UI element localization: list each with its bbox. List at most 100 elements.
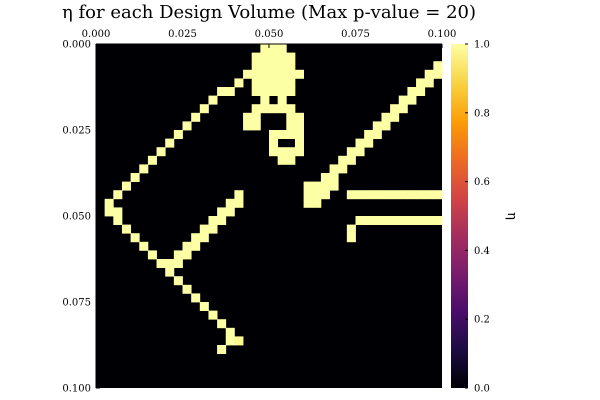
colorbar-label: η xyxy=(504,212,519,220)
heatmap-cell xyxy=(260,44,270,53)
heatmap-cell xyxy=(260,69,270,79)
colorbar-tick-label: 1.0 xyxy=(474,40,490,51)
heatmap-cell xyxy=(217,319,227,329)
heatmap-cell xyxy=(364,138,374,148)
heatmap-cell xyxy=(217,207,227,217)
heatmap-cell xyxy=(217,216,227,225)
heatmap-cell xyxy=(156,259,166,268)
heatmap-cell xyxy=(251,104,261,114)
heatmap-cell xyxy=(338,155,348,165)
heatmap-cell xyxy=(147,155,157,165)
heatmap-cell xyxy=(433,61,443,71)
heatmap-cell xyxy=(165,267,175,277)
x-tick-label: 0.050 xyxy=(255,29,284,40)
heatmap-cell xyxy=(139,164,149,174)
heatmap-cell xyxy=(277,52,287,62)
heatmap-cell xyxy=(398,104,408,114)
heatmap-cell xyxy=(390,104,400,114)
heatmap-cell xyxy=(269,61,279,71)
heatmap-cell xyxy=(433,216,443,225)
heatmap-cell xyxy=(199,104,209,114)
heatmap-cell xyxy=(269,130,279,139)
heatmap-cell xyxy=(182,241,192,251)
colorbar-tick-label: 0.0 xyxy=(474,384,490,395)
heatmap-cell xyxy=(104,198,114,208)
heatmap-cell xyxy=(251,69,261,79)
heatmap-cell xyxy=(260,52,270,62)
heatmap-cell xyxy=(390,216,400,225)
heatmap-cell xyxy=(286,78,296,88)
y-tick-label: 0.075 xyxy=(62,298,91,309)
heatmap-cell xyxy=(364,190,374,200)
heatmap-cell xyxy=(416,78,426,88)
heatmap-cell xyxy=(364,216,374,225)
heatmap-cell xyxy=(286,121,296,131)
heatmap-cell xyxy=(225,327,235,337)
heatmap-cell xyxy=(433,69,443,79)
colorbar xyxy=(451,44,468,388)
heatmap-cell xyxy=(269,44,279,53)
heatmap-cell xyxy=(303,190,313,200)
heatmap-cell xyxy=(286,104,296,114)
heatmap-cell xyxy=(294,130,304,139)
heatmap-cells xyxy=(104,44,443,354)
heatmap-cell xyxy=(424,216,434,225)
heatmap-cell xyxy=(416,87,426,96)
heatmap-cell xyxy=(320,181,330,191)
heatmap-cell xyxy=(225,198,235,208)
heatmap-cell xyxy=(372,216,382,225)
heatmap-cell xyxy=(294,69,304,79)
heatmap-cell xyxy=(191,293,201,303)
y-tick-label: 0.000 xyxy=(62,40,91,51)
heatmap-cell xyxy=(355,138,365,148)
heatmap-cell xyxy=(260,95,270,105)
heatmap-cell xyxy=(381,112,391,122)
heatmap-cell xyxy=(251,121,261,131)
heatmap-cell xyxy=(355,190,365,200)
heatmap-cell xyxy=(346,224,356,234)
heatmap-cell xyxy=(407,95,417,105)
heatmap-cell xyxy=(424,78,434,88)
heatmap-cell xyxy=(165,138,175,148)
heatmap-cell xyxy=(182,121,192,131)
heatmap-cell xyxy=(286,87,296,96)
heatmap-cell xyxy=(381,216,391,225)
heatmap-cell xyxy=(208,216,218,225)
colorbar-tick-label: 0.8 xyxy=(474,108,490,119)
heatmap-cell xyxy=(173,259,183,268)
heatmap-cell xyxy=(320,173,330,182)
heatmap-cell xyxy=(217,345,227,354)
heatmap-cell xyxy=(208,224,218,234)
heatmap-cell xyxy=(390,190,400,200)
heatmap-cell xyxy=(286,155,296,165)
colorbar-tick-label: 0.2 xyxy=(474,315,490,326)
heatmap-cell xyxy=(139,241,149,251)
heatmap-cell xyxy=(286,130,296,139)
heatmap-cell xyxy=(260,87,270,96)
heatmap-cell xyxy=(130,233,140,243)
heatmap-cell xyxy=(156,147,166,157)
heatmap-cell xyxy=(277,44,287,53)
heatmap-cell xyxy=(329,181,339,191)
heatmap-cell xyxy=(173,250,183,260)
heatmap-cell xyxy=(277,78,287,88)
x-axis-ticks: 0.000 0.025 0.050 0.075 0.100 xyxy=(82,29,457,48)
heatmap-cell xyxy=(199,302,209,311)
heatmap-cell xyxy=(277,147,287,157)
heatmap-cell xyxy=(277,155,287,165)
heatmap-cell xyxy=(113,207,123,217)
x-tick-label: 0.100 xyxy=(428,29,457,40)
heatmap-cell xyxy=(303,181,313,191)
heatmap-cell xyxy=(251,61,261,71)
heatmap-cell xyxy=(269,87,279,96)
heatmap-cell xyxy=(269,147,279,157)
heatmap-cell xyxy=(346,147,356,157)
heatmap-cell xyxy=(286,52,296,62)
heatmap-cell xyxy=(286,112,296,122)
heatmap-cell xyxy=(346,233,356,243)
heatmap-cell xyxy=(121,181,131,191)
heatmap-cell xyxy=(199,224,209,234)
heatmap-cell xyxy=(191,241,201,251)
heatmap-cell xyxy=(251,87,261,96)
heatmap-cell xyxy=(234,336,244,346)
